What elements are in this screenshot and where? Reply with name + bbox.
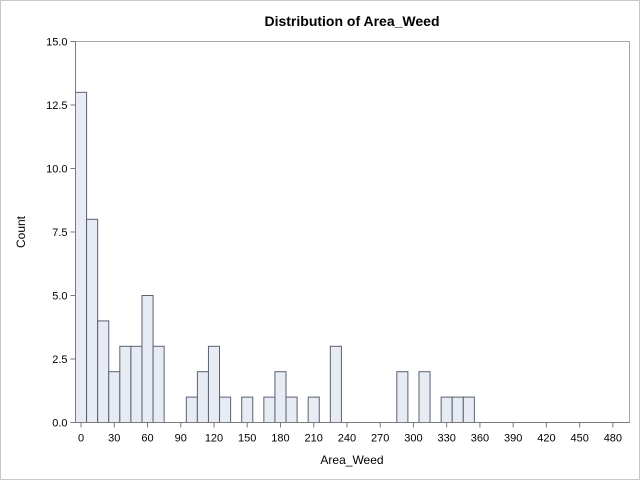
- histogram-bar: [274, 371, 287, 424]
- x-tick-label: 390: [504, 433, 522, 445]
- histogram-bar: [241, 396, 254, 424]
- histogram-bar: [329, 345, 342, 423]
- histogram-bar: [451, 396, 464, 424]
- y-tick-label: 10.0: [46, 164, 67, 176]
- histogram-bar: [396, 371, 409, 424]
- histogram-bar: [86, 218, 99, 423]
- x-tick-label: 240: [338, 433, 356, 445]
- y-tick-label: 5.0: [52, 291, 67, 303]
- histogram-bar: [307, 396, 320, 424]
- histogram-bar: [141, 295, 154, 423]
- histogram-bar: [440, 396, 453, 424]
- histogram-bar: [75, 91, 88, 424]
- y-axis-label: Count: [14, 215, 28, 248]
- x-tick-label: 90: [175, 433, 187, 445]
- x-axis-label: Area_Weed: [320, 453, 383, 467]
- x-tick-label: 180: [271, 433, 289, 445]
- y-tick-label: 12.5: [46, 100, 67, 112]
- x-tick-label: 60: [141, 433, 153, 445]
- histogram-bar: [263, 396, 276, 424]
- x-tick-label: 420: [537, 433, 555, 445]
- y-tick-label: 7.5: [52, 227, 67, 239]
- histogram-bar: [152, 345, 165, 423]
- x-tick-label: 0: [78, 433, 84, 445]
- histogram-bar: [97, 320, 110, 423]
- y-tick-label: 0.0: [52, 418, 67, 430]
- histogram-bar: [219, 396, 232, 424]
- x-tick-label: 270: [371, 433, 389, 445]
- histogram-bar: [418, 371, 431, 424]
- y-tick-label: 15.0: [46, 37, 67, 49]
- y-ticks-group: 0.0 2.5 5.0 7.5 10.0 12.5 15.0: [46, 37, 76, 430]
- x-tick-label: 30: [108, 433, 120, 445]
- x-tick-label: 330: [438, 433, 456, 445]
- histogram-bar: [285, 396, 298, 424]
- x-ticks-group: 0 30 60 90 120 150 180 210 240 270 300 330 360 390 420…: [78, 422, 622, 445]
- x-tick-label: 360: [471, 433, 489, 445]
- x-tick-label: 210: [305, 433, 323, 445]
- bars-group: [75, 91, 475, 424]
- y-tick-label: 2.5: [52, 354, 67, 366]
- histogram-bar: [108, 371, 121, 424]
- chart-title: Distribution of Area_Weed: [264, 13, 439, 29]
- histogram-bar: [119, 345, 132, 423]
- histogram-bar: [207, 345, 221, 423]
- x-tick-label: 300: [404, 433, 422, 445]
- x-tick-label: 480: [604, 433, 622, 445]
- histogram-bar: [462, 396, 475, 424]
- x-tick-label: 450: [570, 433, 588, 445]
- histogram-bar: [185, 396, 198, 424]
- x-tick-label: 150: [238, 433, 256, 445]
- histogram-bar: [130, 345, 143, 423]
- histogram-bar: [196, 371, 209, 424]
- x-tick-label: 120: [205, 433, 223, 445]
